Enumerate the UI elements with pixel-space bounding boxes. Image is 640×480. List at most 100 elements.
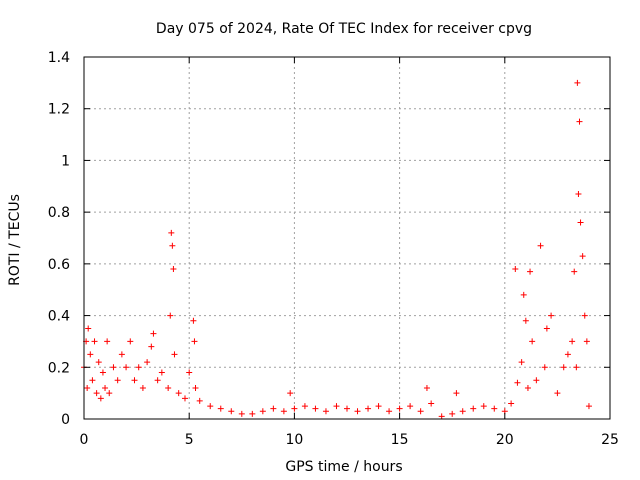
y-tick-label: 0 (61, 412, 70, 428)
data-point (171, 351, 178, 358)
data-point (583, 338, 590, 345)
data-point (85, 325, 92, 332)
data-point (417, 408, 424, 415)
data-point (165, 384, 172, 391)
x-tick-label: 10 (285, 432, 303, 448)
data-point (301, 403, 308, 410)
data-point (158, 369, 165, 376)
data-point (514, 379, 521, 386)
data-point (228, 408, 235, 415)
data-point (459, 408, 466, 415)
data-point (196, 397, 203, 404)
data-point (541, 364, 548, 371)
data-point (548, 312, 555, 319)
y-tick-label: 0.4 (48, 309, 70, 325)
data-point (524, 384, 531, 391)
data-point (470, 405, 477, 412)
data-point (577, 219, 584, 226)
data-point (576, 118, 583, 125)
data-point (181, 395, 188, 402)
data-point (280, 408, 287, 415)
data-point (167, 312, 174, 319)
data-point (571, 268, 578, 275)
data-point (453, 390, 460, 397)
data-point (114, 377, 121, 384)
plot-frame (83, 56, 611, 420)
data-point (168, 229, 175, 236)
data-point (579, 253, 586, 260)
data-point (527, 268, 534, 275)
data-point (217, 405, 224, 412)
data-point (518, 359, 525, 366)
data-point (520, 291, 527, 298)
data-point (144, 359, 151, 366)
x-tick-label: 25 (601, 432, 619, 448)
x-tick-label: 0 (80, 432, 89, 448)
data-point (312, 405, 319, 412)
data-point (396, 405, 403, 412)
data-point (333, 403, 340, 410)
data-point (169, 242, 176, 249)
data-point (123, 364, 130, 371)
data-point (554, 390, 561, 397)
data-point (118, 351, 125, 358)
data-point (529, 338, 536, 345)
y-tick-label: 1.4 (48, 50, 70, 66)
data-point (449, 410, 456, 417)
data-point (270, 405, 277, 412)
data-point (191, 338, 198, 345)
data-point (170, 266, 177, 273)
data-point (99, 369, 106, 376)
data-point (127, 338, 134, 345)
x-tick-label: 20 (496, 432, 514, 448)
data-point (581, 312, 588, 319)
data-point (84, 384, 91, 391)
data-point (175, 390, 182, 397)
data-point (564, 351, 571, 358)
data-point (207, 403, 214, 410)
data-point (148, 343, 155, 350)
data-point (537, 242, 544, 249)
data-point (110, 364, 117, 371)
data-point (573, 364, 580, 371)
chart-title: Day 075 of 2024, Rate Of TEC Index for r… (156, 21, 532, 37)
data-point (423, 384, 430, 391)
data-point (102, 384, 109, 391)
data-point (480, 403, 487, 410)
data-point (131, 377, 138, 384)
data-point (259, 408, 266, 415)
data-point (522, 317, 529, 324)
data-point (106, 390, 113, 397)
y-tick-label: 0.6 (48, 257, 70, 273)
x-tick-label: 15 (391, 432, 409, 448)
y-axis-label: ROTI / TECUs (7, 194, 23, 286)
data-point (89, 377, 96, 384)
data-point (93, 390, 100, 397)
x-tick-label: 5 (185, 432, 194, 448)
data-point (512, 266, 519, 273)
data-point (135, 364, 142, 371)
data-point (344, 405, 350, 412)
data-point (560, 364, 567, 371)
data-point (569, 338, 576, 345)
data-point (375, 403, 382, 410)
x-axis-label: GPS time / hours (285, 459, 402, 475)
y-tick-label: 0.8 (48, 205, 70, 221)
grid-lines (84, 57, 610, 419)
data-point (186, 369, 193, 376)
data-point (238, 410, 245, 417)
data-point (104, 338, 111, 345)
data-point (139, 384, 146, 391)
data-point (575, 191, 582, 198)
data-point (249, 410, 256, 417)
data-point (87, 351, 94, 358)
data-point (91, 338, 98, 345)
data-point (354, 408, 361, 415)
data-point (585, 403, 592, 410)
data-point (97, 395, 104, 402)
data-point (438, 413, 445, 420)
y-tick-label: 1 (61, 153, 70, 169)
y-tick-label: 0.2 (48, 360, 70, 376)
axis-ticks: 0 5 10 15 20 25 0 0.2 0.4 0.6 0.8 1 1.2 1.4 (48, 50, 619, 448)
